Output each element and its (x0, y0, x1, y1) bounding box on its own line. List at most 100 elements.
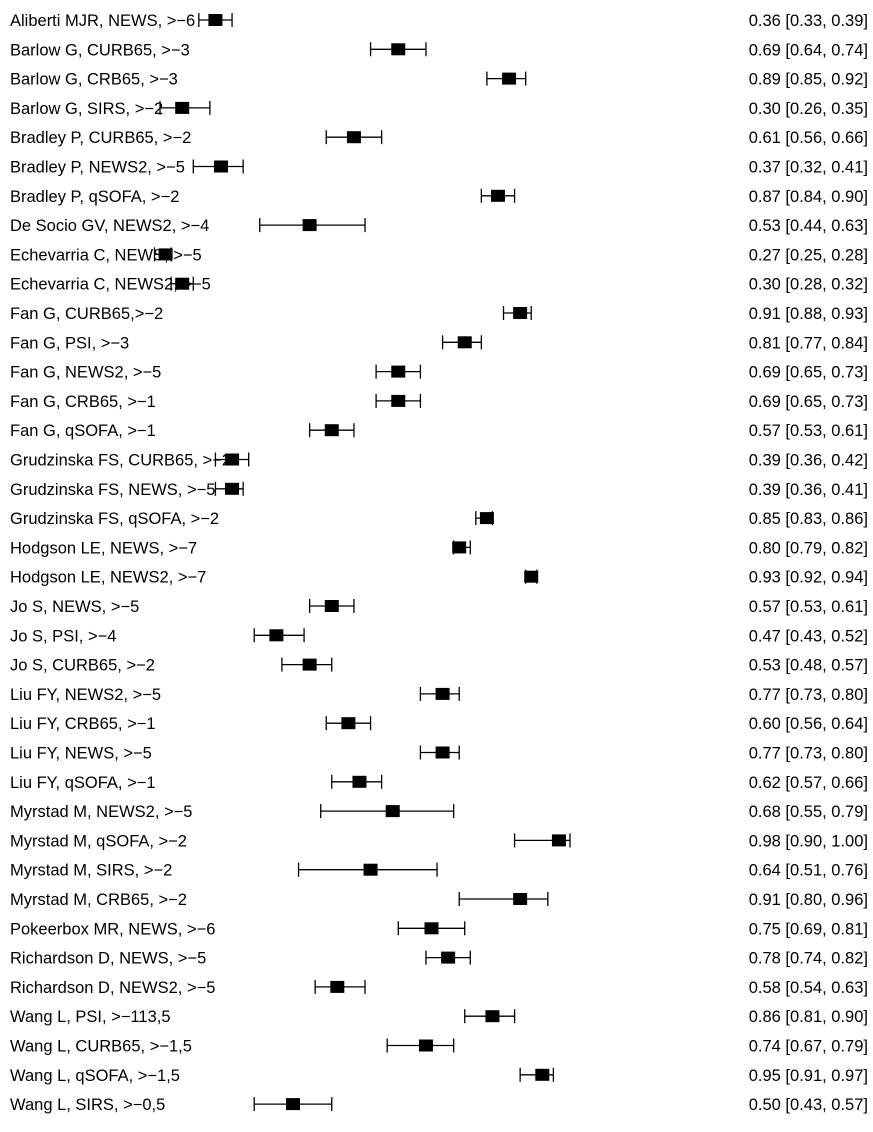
forest-row: Fan G, PSI, >−3 0.81 [0.77, 0.84] (10, 334, 868, 352)
row-ci-text: 0.93 [0.92, 0.94] (749, 569, 868, 587)
row-label: Jo S, PSI, >−4 (10, 627, 116, 645)
point-estimate (391, 394, 406, 407)
row-ci-text: 0.81 [0.77, 0.84] (749, 334, 868, 352)
forest-rows: Aliberti MJR, NEWS, >−6 0.36 [0.33, 0.39]… (10, 12, 868, 1114)
row-label: Richardson D, NEWS2, >−5 (10, 979, 215, 997)
row-ci-text: 0.61 [0.56, 0.66] (749, 129, 868, 147)
row-label: Grudzinska FS, NEWS, >−5 (10, 481, 215, 499)
row-ci-text: 0.77 [0.73, 0.80] (749, 745, 868, 763)
row-ci-text: 0.64 [0.51, 0.76] (749, 862, 868, 880)
row-ci-text: 0.68 [0.55, 0.79] (749, 803, 868, 821)
row-ci-text: 0.30 [0.28, 0.32] (749, 276, 868, 294)
row-label: Jo S, CURB65, >−2 (10, 657, 155, 675)
row-ci-text: 0.53 [0.44, 0.63] (749, 217, 868, 235)
point-estimate (485, 1010, 500, 1023)
row-label: Aliberti MJR, NEWS, >−6 (10, 12, 195, 30)
forest-row: Liu FY, NEWS, >−5 0.77 [0.73, 0.80] (10, 745, 868, 763)
row-label: Fan G, CRB65, >−1 (10, 393, 156, 411)
row-ci-text: 0.74 [0.67, 0.79] (749, 1038, 868, 1056)
row-ci-text: 0.75 [0.69, 0.81] (749, 920, 868, 938)
point-estimate (535, 1068, 550, 1081)
row-label: Myrstad M, SIRS, >−2 (10, 862, 172, 880)
row-ci-text: 0.62 [0.57, 0.66] (749, 774, 868, 792)
point-estimate (435, 746, 450, 759)
forest-row: Myrstad M, SIRS, >−2 0.64 [0.51, 0.76] (10, 862, 868, 880)
point-estimate (225, 453, 240, 466)
forest-row: Wang L, PSI, >−113,5 0.86 [0.81, 0.90] (10, 1008, 868, 1026)
forest-row: Echevarria C, NEWS2, >−5 0.30 [0.28, 0.32… (10, 276, 868, 294)
point-estimate (452, 541, 467, 554)
forest-row: Grudzinska FS, CURB65, >−2 0.39 [0.36, 0.… (10, 452, 868, 470)
point-estimate (208, 14, 223, 26)
row-label: Jo S, NEWS, >−5 (10, 598, 139, 616)
forest-row: Jo S, PSI, >−4 0.47 [0.43, 0.52] (10, 627, 868, 645)
forest-row: Richardson D, NEWS, >−5 0.78 [0.74, 0.82] (10, 950, 868, 968)
row-ci-text: 0.89 [0.85, 0.92] (749, 71, 868, 89)
point-estimate (213, 160, 228, 173)
point-estimate (490, 189, 505, 202)
point-estimate (324, 600, 339, 612)
row-ci-text: 0.39 [0.36, 0.41] (749, 481, 868, 499)
point-estimate (457, 336, 472, 349)
point-estimate (513, 893, 528, 905)
row-label: Echevarria C, NEWS2, >−5 (10, 276, 211, 294)
point-estimate (175, 277, 190, 290)
row-label: Myrstad M, NEWS2, >−5 (10, 803, 192, 821)
row-ci-text: 0.85 [0.83, 0.86] (749, 510, 868, 528)
forest-row: Hodgson LE, NEWS2, >−7 0.93 [0.92, 0.94] (10, 569, 868, 587)
point-estimate (302, 219, 317, 232)
row-ci-text: 0.87 [0.84, 0.90] (749, 188, 868, 206)
forest-row: Liu FY, CRB65, >−1 0.60 [0.56, 0.64] (10, 715, 868, 733)
row-ci-text: 0.47 [0.43, 0.52] (749, 627, 868, 645)
row-ci-text: 0.27 [0.25, 0.28] (749, 246, 868, 264)
forest-row: Barlow G, SIRS, >−2 0.30 [0.26, 0.35] (10, 100, 868, 118)
row-ci-text: 0.57 [0.53, 0.61] (749, 598, 868, 616)
row-label: Barlow G, SIRS, >−2 (10, 100, 163, 118)
forest-row: Bradley P, qSOFA, >−2 0.87 [0.84, 0.90] (10, 188, 868, 206)
point-estimate (352, 775, 367, 788)
row-label: Bradley P, CURB65, >−2 (10, 129, 191, 147)
point-estimate (363, 863, 378, 876)
point-estimate (391, 43, 406, 56)
forest-row: Jo S, CURB65, >−2 0.53 [0.48, 0.57] (10, 657, 868, 675)
row-label: Myrstad M, qSOFA, >−2 (10, 832, 187, 850)
point-estimate (225, 482, 240, 495)
forest-row: Wang L, CURB65, >−1,5 0.74 [0.67, 0.79] (10, 1038, 868, 1056)
row-label: Liu FY, NEWS, >−5 (10, 745, 152, 763)
row-ci-text: 0.80 [0.79, 0.82] (749, 539, 868, 557)
row-ci-text: 0.36 [0.33, 0.39] (749, 12, 868, 30)
row-label: Barlow G, CRB65, >−3 (10, 71, 178, 89)
row-ci-text: 0.91 [0.88, 0.93] (749, 305, 868, 323)
row-label: Hodgson LE, NEWS2, >−7 (10, 569, 206, 587)
forest-row: Myrstad M, NEWS2, >−5 0.68 [0.55, 0.79] (10, 803, 868, 821)
point-estimate (479, 512, 494, 525)
point-estimate (385, 805, 400, 818)
forest-row: Fan G, NEWS2, >−5 0.69 [0.65, 0.73] (10, 364, 868, 382)
row-ci-text: 0.86 [0.81, 0.90] (749, 1008, 868, 1026)
row-ci-text: 0.69 [0.65, 0.73] (749, 393, 868, 411)
row-label: Liu FY, qSOFA, >−1 (10, 774, 156, 792)
row-label: Wang L, CURB65, >−1,5 (10, 1038, 192, 1056)
forest-row: Echevarria C, NEWS, >−5 0.27 [0.25, 0.28] (10, 246, 868, 264)
row-label: Fan G, CURB65,>−2 (10, 305, 163, 323)
point-estimate (513, 307, 528, 319)
row-label: Hodgson LE, NEWS, >−7 (10, 539, 197, 557)
row-label: Grudzinska FS, qSOFA, >−2 (10, 510, 219, 528)
row-label: Barlow G, CURB65, >−3 (10, 41, 190, 59)
forest-row: Hodgson LE, NEWS, >−7 0.80 [0.79, 0.82] (10, 539, 868, 557)
row-ci-text: 0.60 [0.56, 0.64] (749, 715, 868, 733)
row-label: Fan G, PSI, >−3 (10, 334, 129, 352)
row-label: Bradley P, NEWS2, >−5 (10, 159, 185, 177)
forest-row: Myrstad M, qSOFA, >−2 0.98 [0.90, 1.00] (10, 832, 868, 850)
forest-row: Barlow G, CURB65, >−3 0.69 [0.64, 0.74] (10, 41, 868, 59)
forest-row: Fan G, CRB65, >−1 0.69 [0.65, 0.73] (10, 393, 868, 411)
point-estimate (269, 629, 284, 642)
row-label: Richardson D, NEWS, >−5 (10, 950, 206, 968)
row-label: Myrstad M, CRB65, >−2 (10, 891, 187, 909)
point-estimate (286, 1098, 300, 1111)
forest-row: Bradley P, NEWS2, >−5 0.37 [0.32, 0.41] (10, 159, 868, 177)
row-label: Fan G, NEWS2, >−5 (10, 364, 161, 382)
row-label: Grudzinska FS, CURB65, >−2 (10, 452, 231, 470)
point-estimate (391, 365, 406, 378)
